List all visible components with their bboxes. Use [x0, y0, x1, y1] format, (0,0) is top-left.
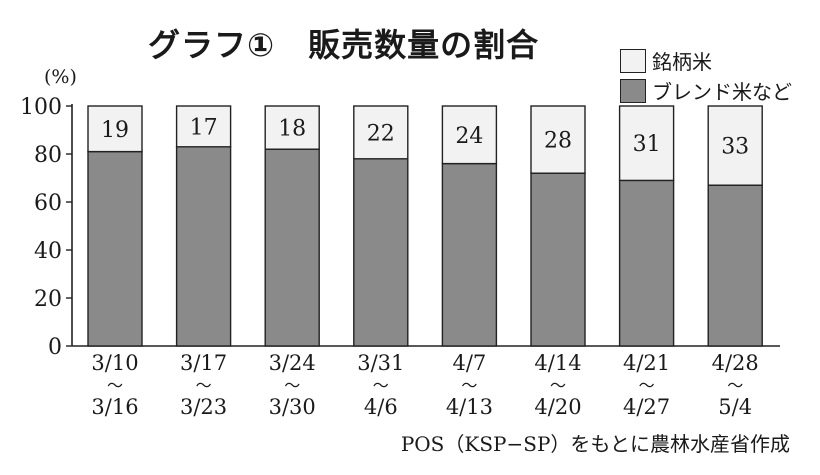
data-label-brand-rice: 17 [190, 115, 218, 140]
x-category-start-label: 3/10 [91, 351, 138, 375]
x-category-range-mark: ～ [107, 376, 123, 395]
chart-title: グラフ① 販売数量の割合 [148, 26, 540, 64]
bar-segment-brand-rice [441, 105, 498, 165]
x-category-end-label: 4/13 [446, 395, 493, 419]
bar-segment-blend-rice [87, 150, 143, 347]
data-label-brand-rice: 28 [544, 129, 572, 154]
legend-label-brand-rice: 銘柄米 [652, 50, 712, 74]
x-category-range-mark: ～ [461, 376, 477, 395]
bar-segment-brand-rice [707, 105, 763, 186]
x-category-start-label: 3/24 [269, 351, 316, 375]
bar-segment-blend-rice [707, 184, 763, 347]
legend-swatch-brand-rice [620, 48, 646, 73]
bar-segment-brand-rice [264, 105, 320, 150]
x-category-start-label: 4/21 [623, 351, 670, 375]
bar-segment-blend-rice [353, 158, 409, 347]
bar-segment-blend-rice [530, 172, 586, 347]
data-label-brand-rice: 31 [633, 132, 661, 157]
x-category-range-mark: ～ [639, 376, 655, 395]
y-tick-label: 0 [48, 335, 62, 360]
data-label-brand-rice: 33 [721, 135, 749, 160]
x-category-range-mark: ～ [727, 376, 743, 395]
x-category-start-label: 3/17 [180, 351, 227, 375]
x-category-range-mark: ～ [550, 376, 566, 395]
bar-segment-blend-rice [264, 148, 320, 347]
x-category-end-label: 3/23 [180, 395, 227, 419]
bar-segment-brand-rice [353, 105, 409, 160]
x-category-range-mark: ～ [196, 376, 212, 395]
y-axis-unit-label: (%) [44, 66, 77, 88]
data-label-brand-rice: 22 [367, 121, 395, 146]
x-category-start-label: 3/31 [357, 351, 404, 375]
x-category-end-label: 3/16 [91, 395, 138, 419]
bar-segment-brand-rice [175, 105, 232, 148]
data-label-brand-rice: 18 [278, 117, 306, 142]
x-category-start-label: 4/14 [534, 351, 581, 375]
bar-segment-blend-rice [618, 179, 675, 347]
legend-item-blend-rice: ブレンド米など [620, 76, 792, 105]
x-category-start-label: 4/7 [453, 351, 487, 375]
bar-segment-blend-rice [175, 146, 232, 347]
x-category-end-label: 4/6 [364, 395, 398, 419]
legend-swatch-blend-rice [620, 78, 646, 103]
x-category-range-mark: ～ [373, 376, 389, 395]
bar-segment-brand-rice [87, 105, 143, 153]
y-tick-label: 60 [34, 191, 62, 216]
source-note: POS（KSP−SP）をもとに農林水産省作成 [400, 432, 790, 456]
x-category-start-label: 4/28 [712, 351, 759, 375]
x-category-end-label: 3/30 [269, 395, 316, 419]
y-tick-label: 100 [20, 95, 62, 120]
x-category-end-label: 4/20 [534, 395, 581, 419]
bar-segment-blend-rice [441, 162, 498, 347]
y-tick-label: 80 [34, 143, 62, 168]
data-label-brand-rice: 19 [101, 118, 129, 143]
legend-label-blend-rice: ブレンド米など [652, 80, 792, 104]
x-category-end-label: 4/27 [623, 395, 670, 419]
x-category-range-mark: ～ [284, 376, 300, 395]
data-label-brand-rice: 24 [455, 124, 483, 149]
y-tick-label: 40 [34, 239, 62, 264]
y-tick-label: 20 [34, 287, 62, 312]
bar-segment-brand-rice [530, 105, 586, 174]
x-category-end-label: 5/4 [718, 395, 752, 419]
bar-segment-brand-rice [618, 105, 675, 182]
legend-item-brand-rice: 銘柄米 [620, 46, 712, 75]
